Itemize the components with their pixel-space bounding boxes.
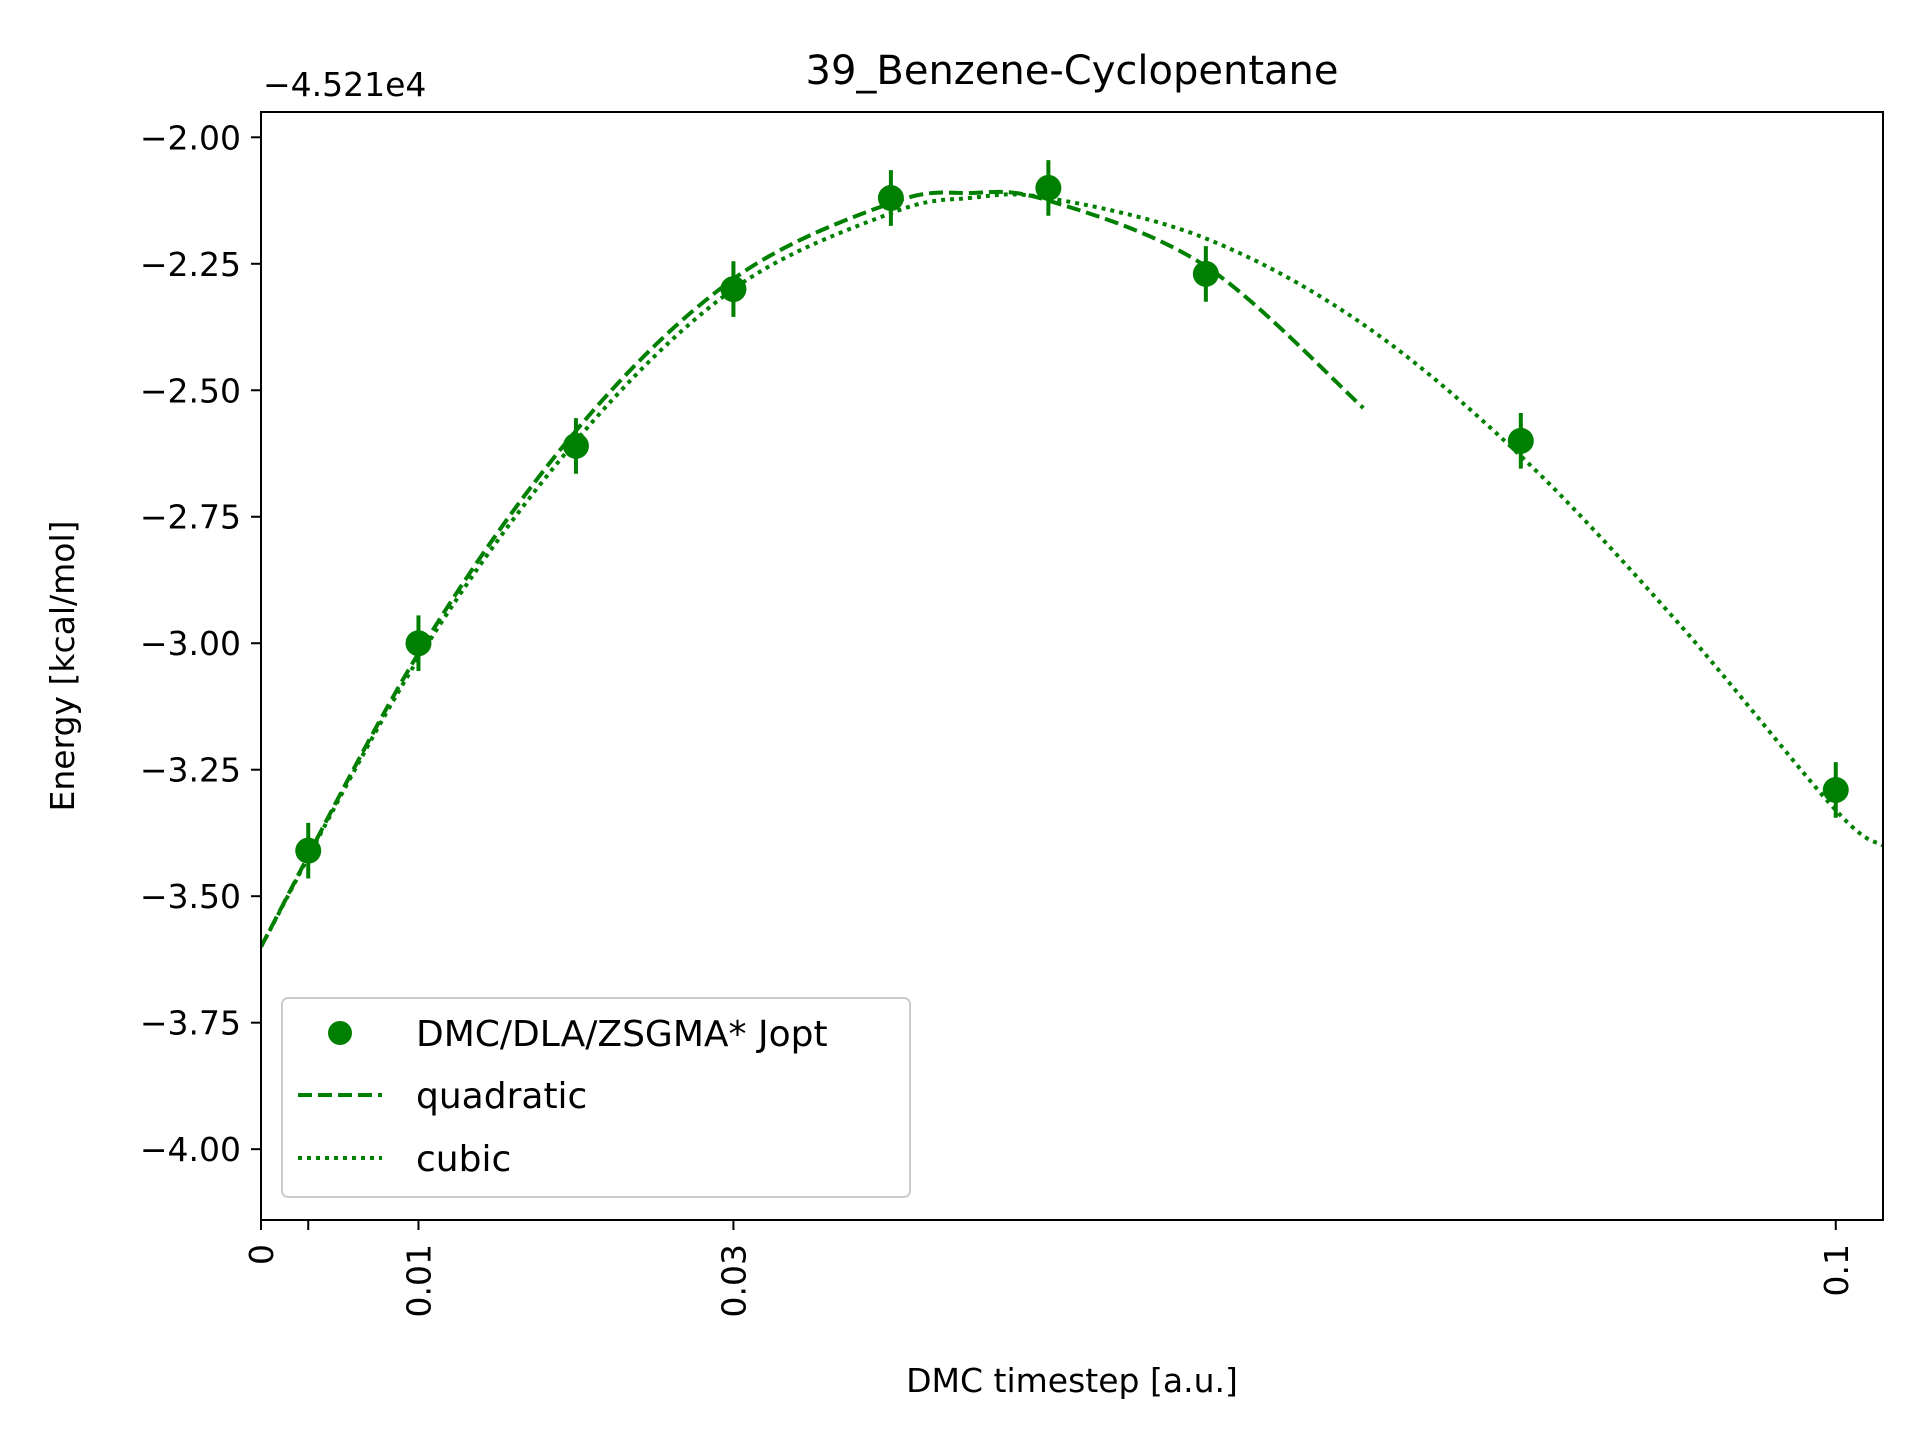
y-tick-label-6: −3.50 xyxy=(140,877,241,916)
data-point-1 xyxy=(405,630,432,657)
y-axis-label: Energy [kcal/mol] xyxy=(43,520,82,811)
chart-title: 39_Benzene-Cyclopentane xyxy=(806,48,1339,94)
cubic-fit-line xyxy=(261,192,1883,948)
y-tick-label-3: −2.75 xyxy=(140,498,241,537)
data-point-2 xyxy=(562,432,589,459)
y-tick-label-5: −3.25 xyxy=(140,751,241,790)
plot-frame xyxy=(260,111,1884,1221)
y-tick-label-4: −3.00 xyxy=(140,624,241,663)
data-point-3 xyxy=(720,276,747,303)
data-point-5 xyxy=(1035,174,1062,201)
legend-label-cubic: cubic xyxy=(416,1139,511,1180)
y-tick-label-2: −2.50 xyxy=(140,371,241,410)
legend-label-points: DMC/DLA/ZSGMA* Jopt xyxy=(416,1014,828,1055)
x-tick-label-4: 0.1 xyxy=(1817,1244,1856,1296)
data-marks xyxy=(261,160,1883,948)
data-point-0 xyxy=(295,837,322,864)
y-tick-label-7: −3.75 xyxy=(140,1004,241,1043)
x-tick-label-0: 0 xyxy=(242,1244,281,1265)
data-point-4 xyxy=(877,185,904,212)
y-tick-label-1: −2.25 xyxy=(140,245,241,284)
x-tick-label-2: 0.01 xyxy=(399,1244,438,1317)
legend-marker-points xyxy=(328,1021,352,1045)
legend: DMC/DLA/ZSGMA* Jopt quadratic cubic xyxy=(281,997,911,1198)
data-point-6 xyxy=(1192,260,1219,287)
x-tick-label-3: 0.03 xyxy=(714,1244,753,1317)
data-point-8 xyxy=(1822,776,1849,803)
y-axis-ticks: −2.00 −2.25 −2.50 −2.75 −3.00 −3.25 −3.50 −3.75… xyxy=(140,118,261,1169)
y-tick-label-8: −4.00 xyxy=(140,1130,241,1169)
legend-label-quadratic: quadratic xyxy=(416,1076,587,1117)
x-axis-ticks: 0 0.01 0.03 0.1 xyxy=(242,1220,1856,1317)
y-offset-label: −4.521e4 xyxy=(263,65,426,104)
x-axis-label: DMC timestep [a.u.] xyxy=(906,1361,1238,1400)
legend-box xyxy=(281,997,911,1198)
data-point-7 xyxy=(1507,427,1534,454)
y-tick-label-0: −2.00 xyxy=(140,118,241,157)
